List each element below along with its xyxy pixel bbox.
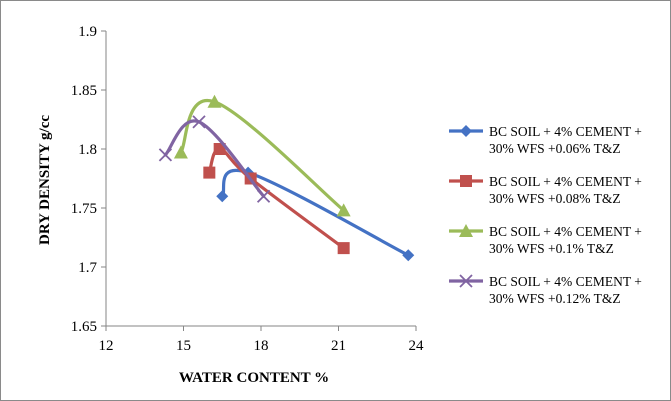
x-marker-stroke xyxy=(158,148,173,162)
legend-marker xyxy=(459,224,473,237)
data-point xyxy=(337,242,350,255)
data-point xyxy=(173,145,188,159)
x-axis-title: WATER CONTENT % xyxy=(179,370,329,386)
legend-marker xyxy=(459,274,473,288)
legend-item-1: BC SOIL + 4% CEMENT + 30% WFS +0.06% T&Z xyxy=(449,124,642,156)
data-point xyxy=(402,249,415,262)
x-marker-stroke xyxy=(256,189,271,203)
legend-label: BC SOIL + 4% CEMENT + xyxy=(489,124,642,139)
legend-label: BC SOIL + 4% CEMENT + xyxy=(489,174,642,189)
legend-label: 30% WFS +0.12% T&Z xyxy=(489,291,621,306)
x-marker-stroke xyxy=(459,274,473,288)
legend-marker xyxy=(460,175,472,187)
legend-item-2: BC SOIL + 4% CEMENT + 30% WFS +0.08% T&Z xyxy=(449,174,642,206)
series-4 xyxy=(158,115,271,203)
series-layer xyxy=(158,94,415,262)
series-line xyxy=(207,147,346,250)
x-tick-label: 21 xyxy=(331,338,346,354)
x-marker-stroke xyxy=(192,115,206,129)
y-tick-label: 1.7 xyxy=(78,260,97,276)
y-tick-label: 1.85 xyxy=(71,83,97,99)
legend-item-4: BC SOIL + 4% CEMENT + 30% WFS +0.12% T&Z xyxy=(449,274,642,306)
series-3 xyxy=(173,94,351,217)
legend: BC SOIL + 4% CEMENT +30% WFS +0.06% T&ZB… xyxy=(449,124,642,306)
data-point xyxy=(207,94,222,108)
data-point xyxy=(336,203,351,217)
legend-label: BC SOIL + 4% CEMENT + xyxy=(489,274,642,289)
legend-label: 30% WFS +0.08% T&Z xyxy=(489,191,621,206)
data-point xyxy=(192,115,206,129)
data-point xyxy=(216,190,229,203)
data-point xyxy=(213,143,226,155)
data-point xyxy=(256,189,271,203)
legend-label: 30% WFS +0.1% T&Z xyxy=(489,241,614,256)
data-point xyxy=(158,148,173,162)
axes: 1.65 1.7 1.75 1.8 1.85 1.9 12 15 18 21 24 xyxy=(71,24,424,354)
y-tick-label: 1.65 xyxy=(71,319,97,335)
legend-label: BC SOIL + 4% CEMENT + xyxy=(489,224,642,239)
y-tick-label: 1.9 xyxy=(78,24,97,40)
legend-item-3: BC SOIL + 4% CEMENT + 30% WFS +0.1% T&Z xyxy=(449,224,642,256)
x-tick-label: 24 xyxy=(409,338,425,354)
legend-marker xyxy=(460,125,472,137)
x-tick-label: 18 xyxy=(254,338,269,354)
x-tick-label: 15 xyxy=(176,338,191,354)
y-tick-label: 1.8 xyxy=(78,142,97,158)
series-line xyxy=(179,98,346,212)
series-line xyxy=(220,168,410,257)
y-tick-label: 1.75 xyxy=(71,201,97,217)
y-axis-title: DRY DENSITY g/cc xyxy=(37,115,53,245)
x-tick-label: 12 xyxy=(99,338,114,354)
data-point xyxy=(203,166,216,179)
legend-label: 30% WFS +0.06% T&Z xyxy=(489,141,621,156)
